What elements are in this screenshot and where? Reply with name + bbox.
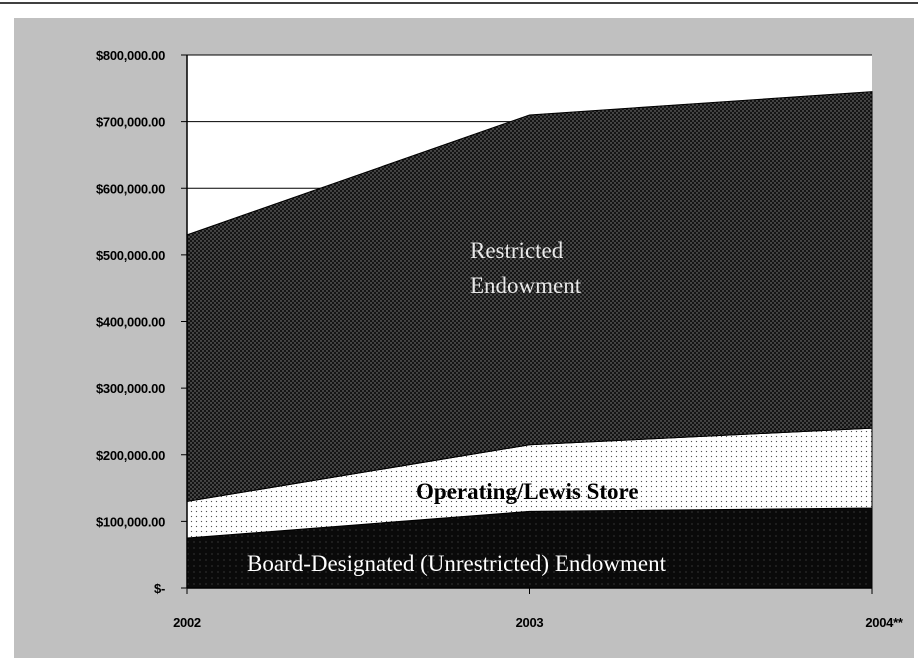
y-tick-label-2: $200,000.00 [96, 448, 165, 463]
y-tick-label-0: $- [154, 581, 165, 596]
y-tick-label-1: $100,000.00 [96, 514, 165, 529]
y-tick-label-8: $800,000.00 [96, 48, 165, 63]
x-tick-label-1: 2003 [516, 615, 544, 630]
axes [181, 54, 873, 594]
annotation-restricted-line2: Endowment [470, 273, 582, 298]
area-series [186, 91, 873, 589]
x-tick-label-0: 2002 [173, 615, 201, 630]
annotation-restricted-line1: Restricted [470, 238, 564, 263]
y-tick-label-5: $500,000.00 [96, 248, 165, 263]
x-tick-label-2: 2004** [865, 615, 903, 630]
y-tick-label-4: $400,000.00 [96, 315, 165, 330]
annotation-board: Board-Designated (Unrestricted) Endowmen… [247, 551, 667, 576]
x-axis-tick-labels: 2002 2003 2004** [173, 615, 904, 630]
y-tick-label-7: $700,000.00 [96, 115, 165, 130]
annotation-operating: Operating/Lewis Store [416, 479, 639, 504]
y-axis-tick-labels: $- $100,000.00 $200,000.00 $300,000.00 $400,… [96, 48, 165, 596]
y-tick-label-6: $600,000.00 [96, 181, 165, 196]
y-tick-label-3: $300,000.00 [96, 381, 165, 396]
